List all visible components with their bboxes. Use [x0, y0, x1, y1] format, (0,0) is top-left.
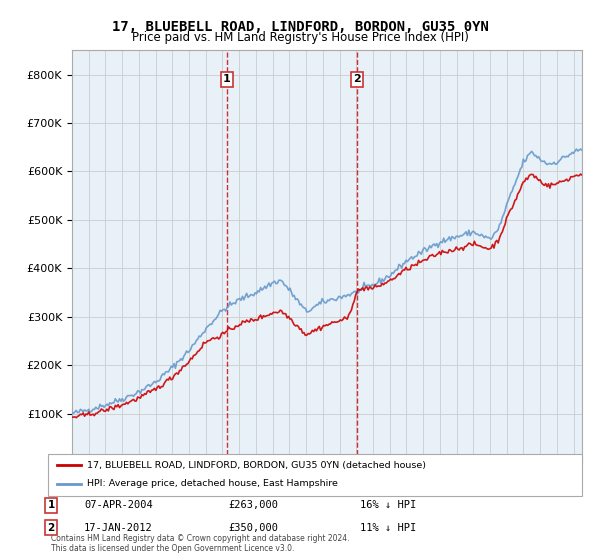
Text: HPI: Average price, detached house, East Hampshire: HPI: Average price, detached house, East… — [87, 479, 338, 488]
Text: 17, BLUEBELL ROAD, LINDFORD, BORDON, GU35 0YN (detached house): 17, BLUEBELL ROAD, LINDFORD, BORDON, GU3… — [87, 461, 426, 470]
Text: 2: 2 — [47, 522, 55, 533]
Text: 16% ↓ HPI: 16% ↓ HPI — [360, 500, 416, 510]
Text: £263,000: £263,000 — [228, 500, 278, 510]
Text: £350,000: £350,000 — [228, 522, 278, 533]
Text: 1: 1 — [223, 74, 231, 85]
Text: Price paid vs. HM Land Registry's House Price Index (HPI): Price paid vs. HM Land Registry's House … — [131, 31, 469, 44]
Text: 1: 1 — [47, 500, 55, 510]
Text: 07-APR-2004: 07-APR-2004 — [84, 500, 153, 510]
Text: 17, BLUEBELL ROAD, LINDFORD, BORDON, GU35 0YN: 17, BLUEBELL ROAD, LINDFORD, BORDON, GU3… — [112, 20, 488, 34]
Text: Contains HM Land Registry data © Crown copyright and database right 2024.
This d: Contains HM Land Registry data © Crown c… — [51, 534, 349, 553]
Text: 17-JAN-2012: 17-JAN-2012 — [84, 522, 153, 533]
Text: 2: 2 — [353, 74, 361, 85]
Text: 11% ↓ HPI: 11% ↓ HPI — [360, 522, 416, 533]
